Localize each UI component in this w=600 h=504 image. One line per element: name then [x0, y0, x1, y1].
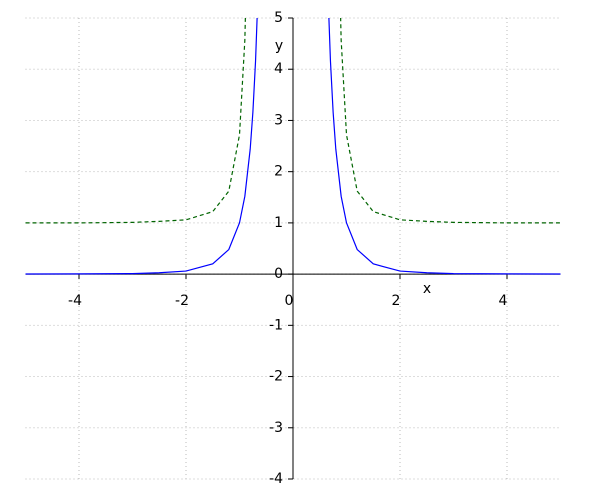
x-tick-label: 2: [392, 293, 401, 309]
x-axis-label: x: [423, 281, 431, 297]
curve: [25, 18, 561, 275]
y-tick-label: 1: [274, 215, 283, 231]
x-tick-label: -4: [68, 293, 82, 309]
y-tick-label: -3: [269, 420, 283, 436]
y-tick-label: 5: [274, 10, 283, 26]
y-tick-label: -4: [269, 471, 283, 487]
y-axis-label: y: [275, 38, 283, 54]
y-tick-label: 3: [274, 112, 283, 128]
y-tick-label: 2: [274, 164, 283, 180]
y-tick-label: -1: [269, 317, 283, 333]
x-tick-label: 0: [285, 293, 294, 309]
y-tick-label: -2: [269, 369, 283, 385]
curve: [25, 18, 561, 224]
x-tick-label: -2: [175, 293, 189, 309]
x-tick-label: 4: [499, 293, 508, 309]
y-tick-label: 4: [274, 61, 283, 77]
